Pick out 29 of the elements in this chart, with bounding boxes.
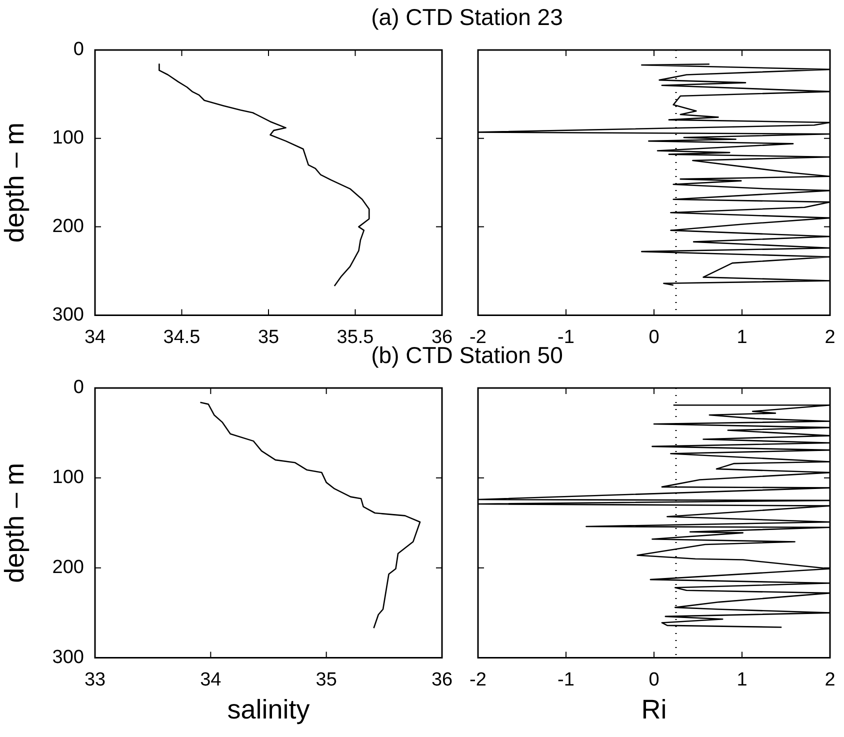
x-axis-title: salinity [227, 694, 310, 724]
x-tick-label: 33 [84, 669, 106, 690]
y-tick-label: 100 [52, 467, 84, 488]
x-tick-label: 0 [648, 669, 660, 690]
y-tick-label: 300 [52, 304, 84, 326]
y-tick-label: 300 [52, 647, 84, 668]
x-tick-label: -2 [470, 669, 486, 690]
x-tick-label: 35.5 [336, 326, 374, 348]
y-tick-label: 200 [52, 216, 84, 238]
x-tick-label: 35 [258, 326, 280, 348]
y-tick-label: 200 [52, 557, 84, 578]
y-axis-title: depth – m [0, 122, 30, 243]
x-tick-label: 36 [431, 669, 453, 690]
chart-title: (a) CTD Station 23 [370, 4, 564, 31]
y-tick-label: 0 [73, 39, 84, 60]
y-axis-title: depth – m [0, 462, 30, 583]
x-tick-label: 34 [84, 326, 106, 348]
x-tick-label: -1 [558, 669, 574, 690]
x-tick-label: 1 [736, 669, 748, 690]
x-tick-label: 35 [316, 669, 337, 690]
x-tick-label: 2 [824, 669, 836, 690]
y-tick-label: 0 [73, 377, 84, 398]
x-tick-label: 0 [648, 326, 660, 348]
x-axis-title: Ri [641, 694, 667, 724]
x-tick-label: 34.5 [163, 326, 200, 348]
y-tick-label: 100 [52, 128, 84, 149]
x-tick-label: 2 [824, 326, 836, 348]
x-tick-label: 34 [200, 669, 222, 690]
x-tick-label: 1 [736, 326, 748, 348]
